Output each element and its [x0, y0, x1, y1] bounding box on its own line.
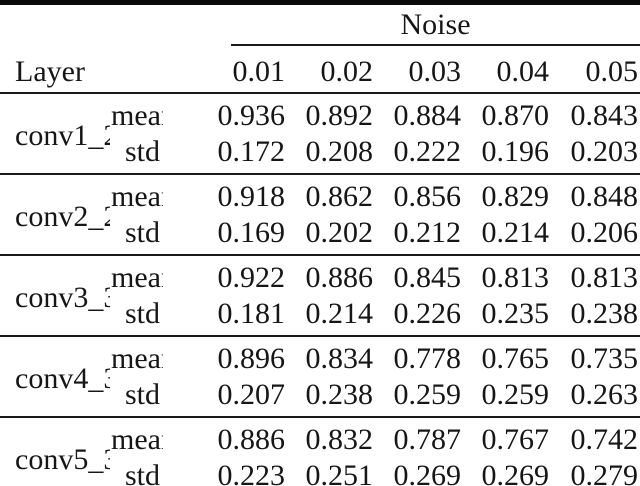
mean-value-cell: 0.870 — [481, 99, 550, 132]
stat-label-mean: mean — [111, 342, 163, 375]
mean-value-cell: 0.922 — [217, 261, 286, 294]
mean-value-cell: 0.735 — [570, 342, 639, 375]
table-head: Noise Layer 0.01 0.02 0.03 0.04 0.05 — [0, 3, 640, 94]
mean-value-cell: 0.896 — [217, 342, 286, 375]
std-value-cell: 0.223 — [217, 459, 286, 486]
layer-name-cell: conv2_2 — [15, 199, 110, 233]
mean-row: conv2_2 mean 0.918 0.862 0.856 0.829 0.8… — [0, 174, 640, 233]
layer-column-header: Layer — [0, 46, 163, 94]
std-row: std 0.181 0.214 0.226 0.235 0.238 — [0, 296, 640, 336]
mean-value-cell: 0.856 — [393, 180, 462, 213]
mean-row: conv5_3 mean 0.886 0.832 0.787 0.767 0.7… — [0, 417, 640, 476]
layer-block-conv3_3: conv3_3 mean 0.922 0.886 0.845 0.813 0.8… — [0, 255, 640, 336]
std-row: std 0.172 0.208 0.222 0.196 0.203 — [0, 134, 640, 174]
mean-value-cell: 0.892 — [305, 99, 374, 132]
mean-value-cell: 0.843 — [570, 99, 639, 132]
mean-value-cell: 0.886 — [305, 261, 374, 294]
layer-block-conv4_3: conv4_3 mean 0.896 0.834 0.778 0.765 0.7… — [0, 336, 640, 417]
mean-value-cell: 0.834 — [305, 342, 374, 375]
std-value-cell: 0.203 — [570, 135, 639, 168]
mean-value-cell: 0.886 — [217, 423, 286, 456]
noise-level-header: 0.01 — [163, 46, 287, 94]
std-value-cell: 0.206 — [570, 216, 639, 249]
mean-row: conv4_3 mean 0.896 0.834 0.778 0.765 0.7… — [0, 336, 640, 395]
mean-value-cell: 0.918 — [217, 180, 286, 213]
stat-label-std: std — [124, 297, 160, 330]
std-value-cell: 0.212 — [393, 216, 462, 249]
std-value-cell: 0.208 — [305, 135, 374, 168]
stat-label-mean: mean — [111, 99, 163, 132]
mean-value-cell: 0.845 — [393, 261, 462, 294]
mean-value-cell: 0.848 — [570, 180, 639, 213]
std-value-cell: 0.235 — [481, 297, 550, 330]
std-value-cell: 0.222 — [393, 135, 462, 168]
noise-group-header: Noise — [231, 5, 640, 46]
mean-row: conv3_3 mean 0.922 0.886 0.845 0.813 0.8… — [0, 255, 640, 314]
stat-label-mean: mean — [111, 261, 163, 294]
stat-label-std: std — [124, 216, 160, 249]
std-value-cell: 0.259 — [481, 378, 550, 411]
layer-block-conv1_2: conv1_2 mean 0.936 0.892 0.884 0.870 0.8… — [0, 93, 640, 174]
std-value-cell: 0.202 — [305, 216, 374, 249]
noise-group-row: Noise — [0, 3, 640, 47]
std-row: std 0.223 0.251 0.269 0.269 0.279 — [0, 458, 640, 486]
mean-value-cell: 0.787 — [393, 423, 462, 456]
mean-value-cell: 0.813 — [570, 261, 639, 294]
mean-row: conv1_2 mean 0.936 0.892 0.884 0.870 0.8… — [0, 93, 640, 152]
std-value-cell: 0.214 — [481, 216, 550, 249]
noise-level-header: 0.04 — [463, 46, 551, 94]
mean-value-cell: 0.884 — [393, 99, 462, 132]
noise-level-header: 0.03 — [375, 46, 463, 94]
std-value-cell: 0.279 — [570, 459, 639, 486]
layer-block-conv2_2: conv2_2 mean 0.918 0.862 0.856 0.829 0.8… — [0, 174, 640, 255]
noise-level-header: 0.02 — [287, 46, 375, 94]
std-value-cell: 0.238 — [570, 297, 639, 330]
layer-name-cell: conv4_3 — [15, 361, 110, 395]
mean-value-cell: 0.829 — [481, 180, 550, 213]
std-value-cell: 0.214 — [305, 297, 374, 330]
std-value-cell: 0.172 — [217, 135, 286, 168]
noise-group-cell: Noise — [163, 3, 640, 46]
noise-spacer-cell — [0, 3, 163, 47]
std-value-cell: 0.269 — [481, 459, 550, 486]
mean-value-cell: 0.936 — [217, 99, 286, 132]
stat-label-std: std — [124, 378, 160, 411]
std-value-cell: 0.196 — [481, 135, 550, 168]
std-value-cell: 0.226 — [393, 297, 462, 330]
std-value-cell: 0.181 — [217, 297, 286, 330]
std-row: std 0.169 0.202 0.212 0.214 0.206 — [0, 215, 640, 255]
stat-label-std: std — [124, 459, 160, 486]
mean-value-cell: 0.765 — [481, 342, 550, 375]
std-value-cell: 0.207 — [217, 378, 286, 411]
mean-value-cell: 0.862 — [305, 180, 374, 213]
layer-name-cell: conv5_3 — [15, 442, 110, 476]
mean-value-cell: 0.767 — [481, 423, 550, 456]
std-value-cell: 0.169 — [217, 216, 286, 249]
stat-label-mean: mean — [111, 180, 163, 213]
std-value-cell: 0.263 — [570, 378, 639, 411]
layer-block-conv5_3: conv5_3 mean 0.886 0.832 0.787 0.767 0.7… — [0, 417, 640, 486]
column-header-row: Layer 0.01 0.02 0.03 0.04 0.05 — [0, 46, 640, 94]
noise-level-header: 0.05 — [551, 46, 640, 94]
std-value-cell: 0.269 — [393, 459, 462, 486]
mean-value-cell: 0.742 — [570, 423, 639, 456]
mean-value-cell: 0.813 — [481, 261, 550, 294]
layer-name-cell: conv3_3 — [15, 280, 110, 314]
layer-name-cell: conv1_2 — [15, 118, 110, 152]
std-value-cell: 0.259 — [393, 378, 462, 411]
stat-label-std: std — [124, 135, 160, 168]
std-value-cell: 0.238 — [305, 378, 374, 411]
std-value-cell: 0.251 — [305, 459, 374, 486]
mean-value-cell: 0.778 — [393, 342, 462, 375]
mean-value-cell: 0.832 — [305, 423, 374, 456]
std-row: std 0.207 0.238 0.259 0.259 0.263 — [0, 377, 640, 417]
stat-label-mean: mean — [111, 423, 163, 456]
